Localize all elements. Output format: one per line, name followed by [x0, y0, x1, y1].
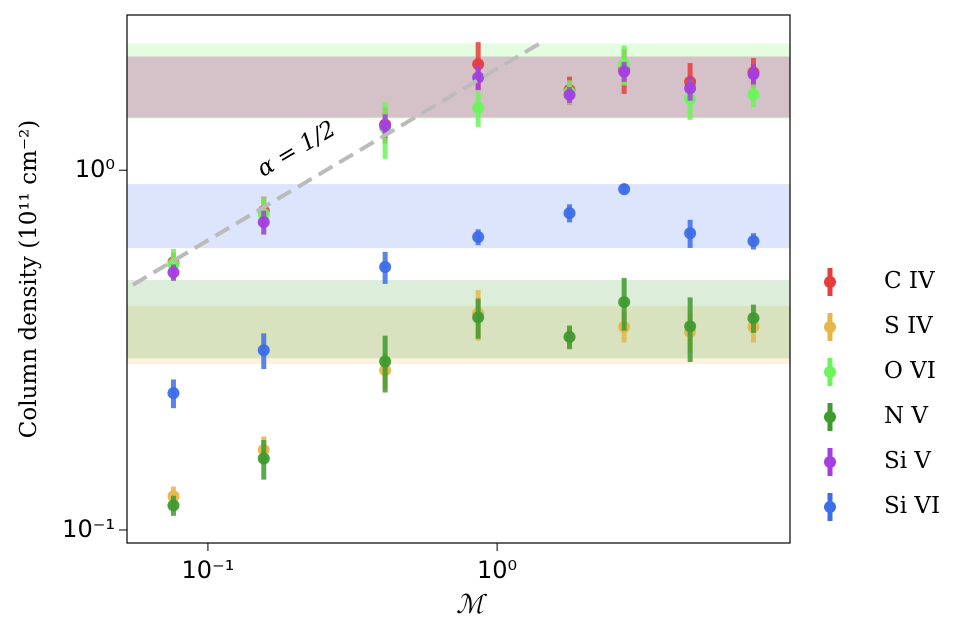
data-point: [563, 207, 576, 220]
data-point: [257, 216, 270, 229]
reference-line: [131, 38, 547, 287]
data-point: [684, 227, 697, 240]
data-point: [618, 65, 631, 78]
y-axis-label: Column density (10¹¹ cm⁻²): [16, 120, 42, 438]
data-point: [747, 312, 760, 325]
legend-label: C IV: [884, 268, 935, 294]
legend-marker: [824, 366, 836, 378]
band: [127, 56, 790, 118]
legend-marker: [824, 321, 836, 333]
legend-label: Si VI: [884, 493, 940, 519]
plot-frame: [126, 14, 791, 544]
x-tick-label: 10⁻¹: [182, 556, 235, 584]
data-point: [472, 101, 485, 114]
data-point: [472, 311, 485, 324]
legend-label: O VI: [884, 358, 936, 384]
data-point: [257, 452, 270, 465]
legend-marker: [824, 456, 836, 468]
reference-line-label: α = 1/2: [253, 116, 341, 182]
data-point: [167, 266, 180, 279]
data-point: [747, 88, 760, 101]
data-point: [747, 235, 760, 248]
band: [127, 43, 790, 119]
legend-marker: [824, 276, 836, 288]
band: [127, 306, 790, 365]
legend-label: N V: [884, 403, 928, 429]
legend-label: Si V: [884, 448, 931, 474]
data-point: [379, 355, 392, 368]
data-point: [472, 231, 485, 244]
data-point: [563, 330, 576, 343]
data-point: [379, 119, 392, 132]
data-point: [684, 320, 697, 333]
legend-label: S IV: [884, 313, 933, 339]
y-tick-label: 10⁻¹: [62, 515, 115, 543]
data-point: [618, 183, 631, 196]
data-point: [563, 88, 576, 101]
legend-marker: [824, 501, 836, 513]
data-point: [747, 68, 760, 81]
data-point: [167, 387, 180, 400]
legend-marker: [824, 411, 836, 423]
data-point: [618, 296, 631, 309]
data-point: [257, 344, 270, 357]
data-point: [684, 82, 697, 95]
band: [127, 280, 790, 359]
band: [127, 184, 790, 249]
data-point: [379, 261, 392, 274]
data-point: [167, 499, 180, 512]
x-tick-label: 10⁰: [477, 556, 517, 584]
band: [127, 56, 790, 118]
y-tick-label: 10⁰: [75, 155, 115, 183]
x-axis-label: ℳ: [456, 590, 487, 620]
data-point: [472, 58, 485, 71]
